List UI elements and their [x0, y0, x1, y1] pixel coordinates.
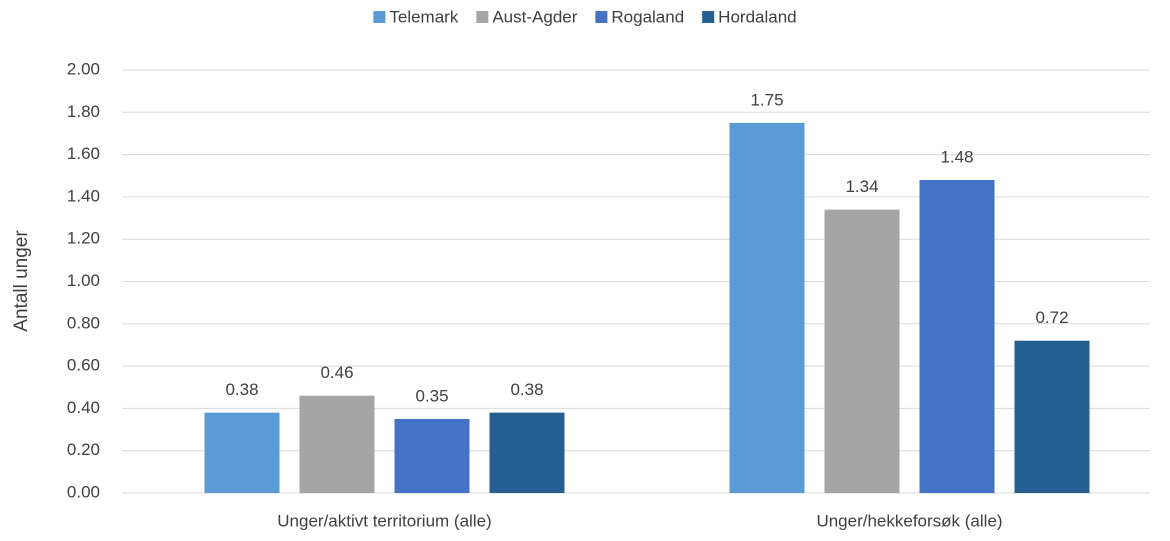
bar [919, 179, 995, 494]
legend-label: Aust-Agder [492, 7, 577, 26]
data-label: 1.48 [940, 147, 973, 166]
data-label: 0.46 [320, 363, 353, 382]
bar [299, 395, 375, 493]
y-tick-label: 0.80 [67, 313, 100, 332]
bar [204, 412, 280, 493]
legend-swatch [476, 11, 489, 23]
bar [1014, 340, 1090, 493]
legend-label: Rogaland [611, 7, 684, 26]
x-tick-label: Unger/hekkeforsøk (alle) [816, 511, 1002, 530]
y-axis-label: Antall unger [11, 230, 32, 332]
data-label: 0.72 [1035, 308, 1068, 327]
x-tick-label: Unger/aktivt territorium (alle) [277, 511, 491, 530]
y-tick-label: 1.80 [67, 102, 100, 121]
y-tick-label: 0.60 [67, 356, 100, 375]
legend-label: Hordaland [718, 7, 796, 26]
y-tick-label: 0.40 [67, 398, 100, 417]
legend-swatch [373, 11, 386, 23]
bar [489, 412, 565, 493]
bar [394, 418, 470, 493]
data-label: 0.38 [225, 380, 258, 399]
bar [729, 122, 805, 493]
y-tick-label: 1.00 [67, 271, 100, 290]
data-label: 1.34 [845, 177, 878, 196]
bar [824, 209, 900, 493]
y-tick-label: 1.20 [67, 229, 100, 248]
data-label: 1.75 [750, 90, 783, 109]
y-tick-label: 0.00 [67, 482, 100, 501]
legend-swatch [702, 11, 715, 23]
legend-label: Telemark [389, 7, 458, 26]
y-tick-label: 1.60 [67, 144, 100, 163]
y-tick-label: 0.20 [67, 440, 100, 459]
legend-swatch [595, 11, 608, 23]
data-label: 0.38 [510, 380, 543, 399]
data-label: 0.35 [415, 386, 448, 405]
y-tick-label: 2.00 [67, 59, 100, 78]
y-tick-label: 1.40 [67, 186, 100, 205]
